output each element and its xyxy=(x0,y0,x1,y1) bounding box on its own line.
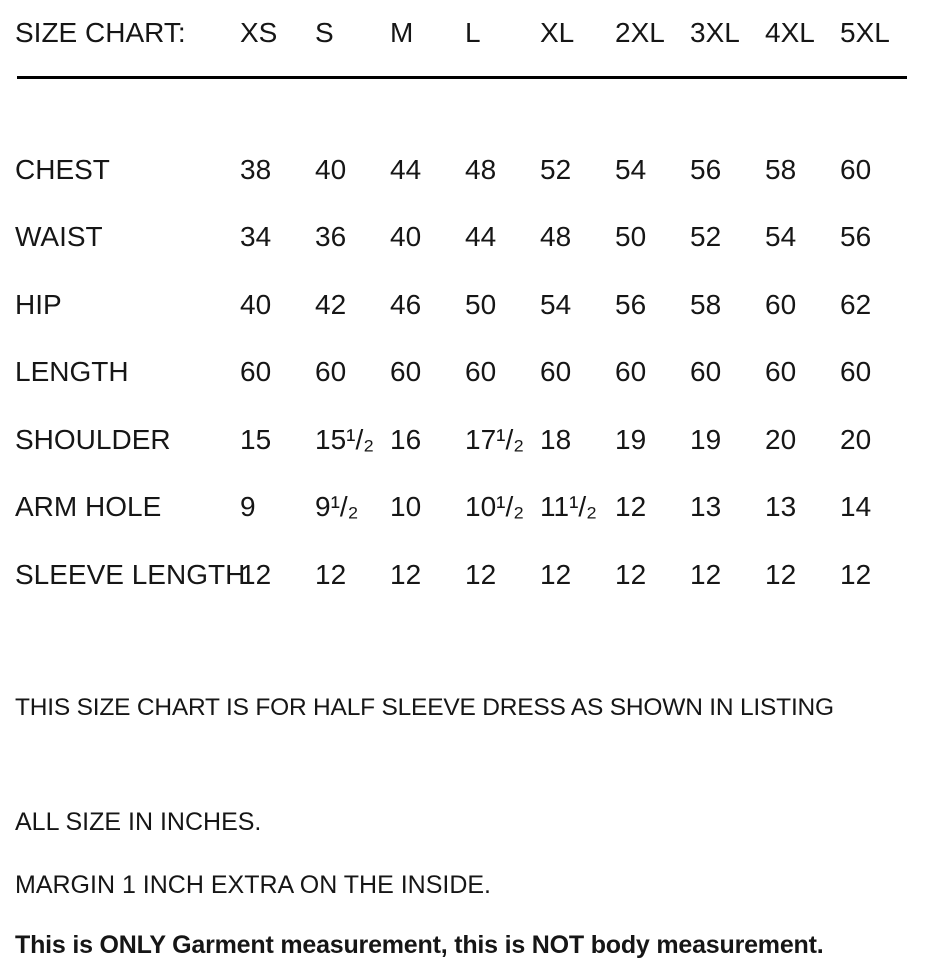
size-cell: 60 xyxy=(315,356,347,388)
size-cell: 13 xyxy=(690,491,722,523)
size-cell: 56 xyxy=(690,153,722,185)
size-cell: 60 xyxy=(765,288,797,320)
size-cell: 40 xyxy=(315,153,347,185)
size-cell: 12 xyxy=(540,558,572,590)
size-cell: 38 xyxy=(240,153,272,185)
size-cell: 60 xyxy=(840,356,872,388)
note-listing-statement: THIS SIZE CHART IS FOR HALF SLEEVE DRESS… xyxy=(15,694,834,721)
size-cell: 60 xyxy=(540,356,572,388)
size-cell: 12 xyxy=(390,558,422,590)
size-cell: 50 xyxy=(465,288,497,320)
size-cell: 60 xyxy=(465,356,497,388)
size-cell: 13 xyxy=(765,491,797,523)
size-cell: 12 xyxy=(615,558,647,590)
row-label: HIP xyxy=(15,288,62,320)
size-col-header-s: S xyxy=(315,17,334,48)
size-cell: 10¹/₂ xyxy=(465,491,525,523)
row-label: WAIST xyxy=(15,221,103,253)
row-label: SLEEVE LENGTH xyxy=(15,558,246,590)
size-cell: 60 xyxy=(240,356,272,388)
size-chart-title: SIZE CHART: xyxy=(15,17,186,48)
size-col-header-m: M xyxy=(390,17,414,48)
size-cell: 12 xyxy=(840,558,872,590)
size-cell: 52 xyxy=(690,221,722,253)
size-cell: 60 xyxy=(840,153,872,185)
size-chart-header-row: SIZE CHART: XS S M L XL 2XL 3XL 4XL 5XL xyxy=(15,16,915,50)
size-cell: 20 xyxy=(765,423,797,455)
note-all-sizes-in-inches: ALL SIZE IN INCHES. xyxy=(15,808,262,836)
size-cell: 12 xyxy=(465,558,497,590)
size-cell: 48 xyxy=(465,153,497,185)
size-cell: 44 xyxy=(390,153,422,185)
size-cell: 58 xyxy=(690,288,722,320)
size-cell: 12 xyxy=(765,558,797,590)
size-cell: 15¹/₂ xyxy=(315,423,375,455)
size-col-header-2xl: 2XL xyxy=(615,17,665,48)
note-garment-disclaimer: This is ONLY Garment measurement, this i… xyxy=(15,931,824,959)
size-cell: 54 xyxy=(765,221,797,253)
size-col-header-l: L xyxy=(465,17,481,48)
size-cell: 16 xyxy=(390,423,422,455)
size-cell: 52 xyxy=(540,153,572,185)
size-cell: 60 xyxy=(615,356,647,388)
size-col-header-3xl: 3XL xyxy=(690,17,740,48)
size-cell: 19 xyxy=(615,423,647,455)
size-cell: 20 xyxy=(840,423,872,455)
size-cell: 12 xyxy=(615,491,647,523)
size-cell: 48 xyxy=(540,221,572,253)
size-cell: 40 xyxy=(240,288,272,320)
size-cell: 46 xyxy=(390,288,422,320)
size-cell: 62 xyxy=(840,288,872,320)
size-cell: 50 xyxy=(615,221,647,253)
size-col-header-4xl: 4XL xyxy=(765,17,815,48)
row-label: ARM HOLE xyxy=(15,491,162,523)
note-margin-inside: MARGIN 1 INCH EXTRA ON THE INSIDE. xyxy=(15,871,492,899)
size-cell: 9¹/₂ xyxy=(315,491,359,523)
size-cell: 18 xyxy=(540,423,572,455)
size-cell: 36 xyxy=(315,221,347,253)
header-divider-line xyxy=(17,76,907,79)
size-cell: 12 xyxy=(690,558,722,590)
size-cell: 60 xyxy=(765,356,797,388)
size-cell: 12 xyxy=(240,558,272,590)
size-col-header-xs: XS xyxy=(240,17,278,48)
size-cell: 10 xyxy=(390,491,422,523)
size-cell: 34 xyxy=(240,221,272,253)
row-label: CHEST xyxy=(15,153,110,185)
size-table: CHEST 38 40 44 48 52 54 56 58 60 WAIST 3… xyxy=(15,136,915,609)
size-col-header-5xl: 5XL xyxy=(840,17,890,48)
size-cell: 56 xyxy=(615,288,647,320)
size-cell: 12 xyxy=(315,558,347,590)
size-cell: 44 xyxy=(465,221,497,253)
size-cell: 14 xyxy=(840,491,872,523)
size-cell: 19 xyxy=(690,423,722,455)
size-cell: 9 xyxy=(240,491,256,523)
size-cell: 42 xyxy=(315,288,347,320)
row-label: LENGTH xyxy=(15,356,129,388)
size-cell: 17¹/₂ xyxy=(465,423,525,455)
size-cell: 54 xyxy=(615,153,647,185)
row-label: SHOULDER xyxy=(15,423,171,455)
size-cell: 56 xyxy=(840,221,872,253)
size-col-header-xl: XL xyxy=(540,17,575,48)
size-cell: 15 xyxy=(240,423,272,455)
size-cell: 58 xyxy=(765,153,797,185)
size-cell: 60 xyxy=(690,356,722,388)
size-cell: 54 xyxy=(540,288,572,320)
size-cell: 40 xyxy=(390,221,422,253)
size-cell: 11¹/₂ xyxy=(540,491,598,523)
size-cell: 60 xyxy=(390,356,422,388)
